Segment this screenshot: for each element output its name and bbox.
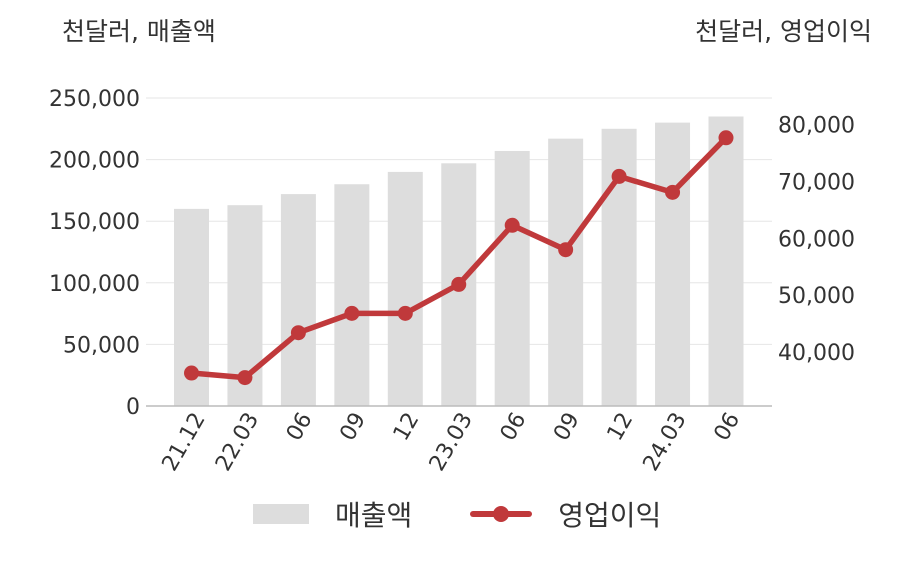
x-tick-label: 06 [496,409,532,446]
left-axis-unit-label: 천달러, 매출액 [62,17,216,46]
x-tick-label: 24.03 [639,409,692,476]
line-point [504,217,520,233]
bar [334,184,370,406]
y-tick-label-left: 100,000 [49,272,140,297]
right-axis-unit-label: 천달러, 영업이익 [695,17,872,46]
line-point [184,365,199,381]
legend-swatch-revenue [253,504,309,524]
x-tick-label: 09 [335,409,371,446]
line-point [558,242,574,258]
line-point [397,305,413,321]
x-tick-label: 21.12 [158,409,211,476]
line-point [718,130,734,146]
line-point [451,276,467,292]
x-tick-label: 06 [282,409,318,446]
bar [548,138,584,406]
y-tick-label-left: 200,000 [49,149,140,174]
y-tick-label-right: 70,000 [778,171,855,196]
line-point [290,325,306,341]
bar [708,116,744,406]
bar [387,171,423,406]
line-point [237,370,253,386]
y-tick-label-right: 60,000 [778,227,855,252]
line-point [611,168,627,184]
bar [494,150,530,406]
x-tick-label: 09 [549,409,585,446]
legend-label-operating-profit: 영업이익 [558,499,662,532]
y-tick-label-right: 50,000 [778,284,855,309]
x-tick-label: 12 [603,409,639,446]
legend-item-revenue: 매출액 [253,494,412,534]
line-point [344,305,360,321]
x-tick-label: 22.03 [211,409,264,476]
bar [280,194,316,406]
x-tick-label: 23.03 [425,409,478,476]
x-tick-label: 12 [389,409,425,446]
y-tick-label-right: 40,000 [778,341,855,366]
y-tick-label-left: 50,000 [63,333,140,358]
line-point [665,184,681,200]
y-tick-label-left: 150,000 [49,210,140,235]
bar [655,122,691,406]
legend-swatch-operating-profit [470,504,533,524]
y-tick-label-left: 250,000 [49,87,140,112]
x-tick-label: 06 [710,409,746,446]
legend-label-revenue: 매출액 [335,499,413,532]
chart-legend: 매출액 영업이익 [253,494,661,534]
y-tick-label-left: 0 [126,395,140,420]
legend-item-operating-profit: 영업이익 [470,494,661,534]
y-tick-label-right: 80,000 [778,114,855,139]
